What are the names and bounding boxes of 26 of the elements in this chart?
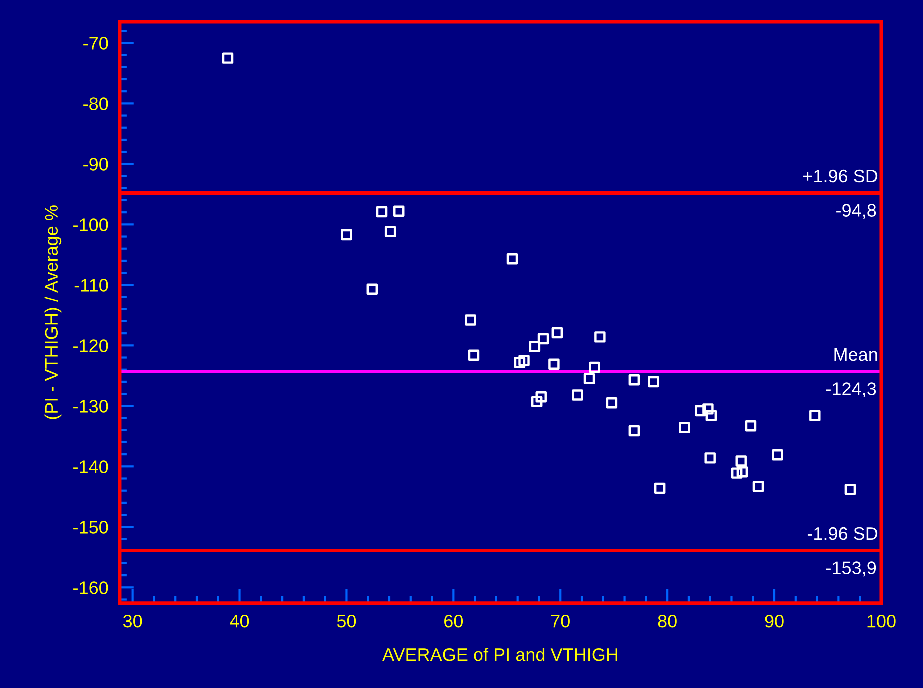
- annotation: -124,3: [826, 382, 876, 398]
- x-tick-label: 100: [868, 614, 896, 628]
- x-tick-label: 40: [230, 614, 250, 628]
- ref-line-label: +1.96 SD: [804, 170, 878, 183]
- y-tick-label: -70: [84, 37, 108, 50]
- x-tick-label: 70: [552, 614, 570, 628]
- y-tick-label: -80: [84, 98, 108, 110]
- x-axis-title: AVERAGE of PI and VTHIGH: [382, 648, 618, 662]
- y-tick-label: -100: [74, 218, 108, 232]
- x-tick-label: 60: [444, 614, 464, 628]
- y-tick-label: -150: [74, 521, 108, 534]
- y-tick-label: -90: [84, 158, 108, 171]
- x-tick-label: 30: [123, 614, 142, 628]
- x-tick-label: 50: [337, 614, 356, 628]
- y-tick-label: -130: [74, 400, 108, 413]
- x-tick-label: 80: [658, 614, 677, 628]
- ref-line-label: -1.96 SD: [808, 527, 878, 540]
- annotation: -153,9: [826, 562, 876, 577]
- y-tick-label: -110: [74, 279, 108, 292]
- y-axis-title: (PI - VTHIGH) / Average %: [44, 206, 62, 420]
- y-tick-label: -160: [74, 582, 108, 594]
- annotation: -94,8: [836, 204, 876, 220]
- x-tick-label: 90: [765, 614, 784, 628]
- y-tick-label: -140: [74, 460, 108, 474]
- ref-line-label: Mean: [834, 348, 878, 362]
- y-tick-label: -120: [74, 340, 108, 352]
